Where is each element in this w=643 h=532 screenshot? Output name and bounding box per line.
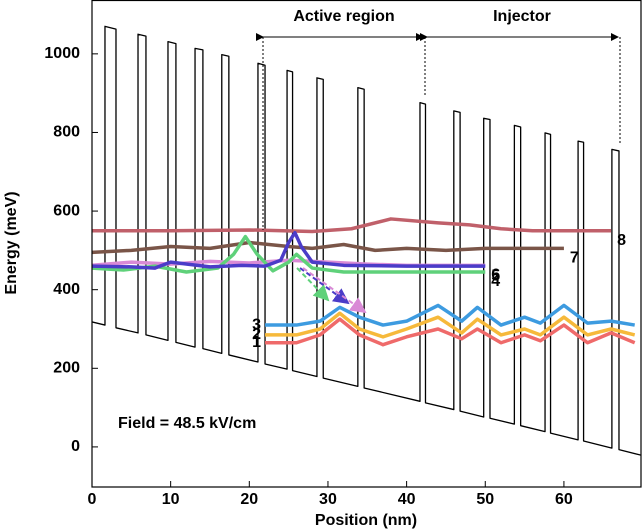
y-tick-label: 600 (53, 202, 80, 219)
x-tick-label: 30 (319, 491, 337, 508)
x-tick-label: 0 (88, 491, 97, 508)
plot-frame (91, 0, 642, 488)
state-label: 2 (252, 326, 261, 343)
wavefunction (265, 317, 636, 347)
y-tick-label: 1000 (44, 45, 80, 62)
state-label: 1 (252, 334, 261, 351)
annotation: Field = 48.5 kV/cm (118, 415, 256, 432)
wavefunction (92, 234, 486, 274)
x-tick-label: 60 (555, 491, 573, 508)
transition-arrow (302, 267, 367, 314)
state-label: 7 (570, 250, 579, 267)
wavefunction (92, 230, 486, 270)
transition-arrow (299, 267, 350, 305)
wavefunction (265, 311, 636, 339)
annotation: Injector (493, 8, 551, 25)
y-tick-label: 800 (53, 124, 80, 141)
x-tick-label: 20 (240, 491, 258, 508)
state-label: 6 (491, 267, 500, 284)
wavefunction (92, 240, 564, 255)
plot-area (92, 25, 641, 456)
state-label: 5 (491, 267, 500, 284)
y-tick-label: 0 (71, 438, 80, 455)
y-axis-title: Energy (meV) (3, 191, 20, 294)
x-tick-label: 10 (162, 491, 180, 508)
y-tick-label: 400 (53, 281, 80, 298)
wavefunction (92, 217, 612, 234)
annotation: Active region (293, 8, 394, 25)
x-tick-label: 50 (476, 491, 494, 508)
state-label: 3 (252, 316, 261, 333)
band-profile (92, 25, 641, 456)
x-tick-label: 40 (398, 491, 416, 508)
state-label: 4 (491, 273, 500, 290)
wavefunction (265, 303, 635, 327)
x-axis-title: Position (nm) (315, 512, 417, 529)
state-label: 8 (617, 232, 626, 249)
y-tick-label: 200 (53, 360, 80, 377)
